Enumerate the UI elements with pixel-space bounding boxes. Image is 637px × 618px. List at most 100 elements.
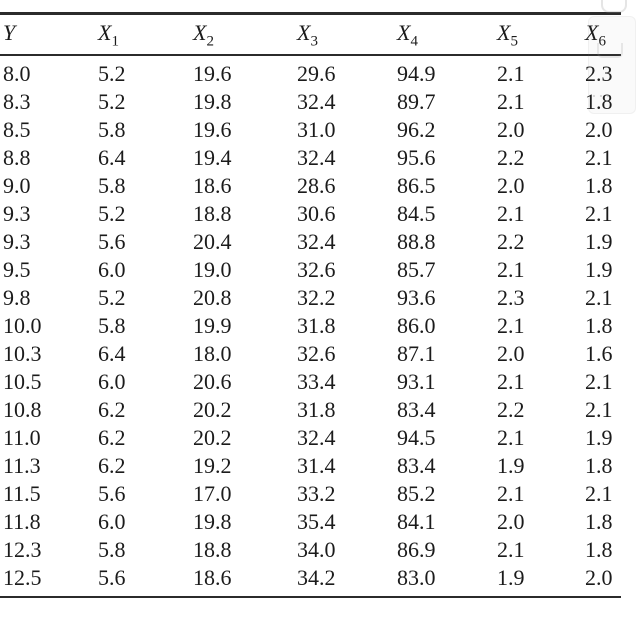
- table-cell: 93.6: [397, 285, 436, 310]
- table-cell: 1.8: [585, 313, 613, 338]
- column-header-label: X: [497, 20, 511, 45]
- table-cell: 86.9: [397, 537, 436, 562]
- table-cell: 83.4: [397, 397, 436, 422]
- column-header-label: X: [397, 20, 411, 45]
- column-header-subscript: 5: [510, 33, 518, 50]
- table-cell: 8.5: [3, 117, 31, 142]
- table-cell: 1.6: [585, 341, 613, 366]
- table-cell: 30.6: [297, 201, 336, 226]
- table-cell: 10.8: [3, 397, 42, 422]
- table-cell: 2.1: [497, 537, 525, 562]
- table-cell: 94.9: [397, 61, 436, 86]
- table-cell: 1.8: [585, 453, 613, 478]
- column-header: X2: [190, 13, 294, 56]
- table-cell: 5.8: [98, 313, 126, 338]
- table-cell: 9.3: [3, 201, 31, 226]
- table-cell: 20.4: [193, 229, 232, 254]
- table-cell: 2.2: [497, 229, 525, 254]
- table-cell: 20.6: [193, 369, 232, 394]
- table-cell: 1.9: [497, 565, 525, 590]
- column-header-subscript: 6: [598, 33, 606, 50]
- table-cell: 2.0: [585, 565, 613, 590]
- table-cell: 2.1: [497, 257, 525, 282]
- table-cell: 33.2: [297, 481, 336, 506]
- table-cell: 6.4: [98, 145, 126, 170]
- column-header: X4: [394, 13, 494, 56]
- table-cell: 11.0: [3, 425, 41, 450]
- overlay-artifact-bubble-top: [601, 0, 627, 13]
- table-cell: 10.0: [3, 313, 42, 338]
- table-cell: 96.2: [397, 117, 436, 142]
- table-cell: 2.1: [585, 201, 613, 226]
- table-row: 9.5 6.0 19.0 32.6 85.7 2.1 1.9: [0, 256, 621, 284]
- table-cell: 29.6: [297, 61, 336, 86]
- table-cell: 9.0: [3, 173, 31, 198]
- column-header-label: X: [98, 20, 112, 45]
- table-cell: 18.8: [193, 537, 232, 562]
- table-cell: 2.2: [497, 145, 525, 170]
- table-cell: 31.8: [297, 397, 336, 422]
- header-row: Y X1 X2 X3 X4 X5 X6: [0, 13, 621, 56]
- table-cell: 2.1: [585, 285, 613, 310]
- table-cell: 18.6: [193, 173, 232, 198]
- column-header-label: X: [193, 20, 207, 45]
- table-cell: 1.9: [585, 229, 613, 254]
- table-row: 11.5 5.6 17.0 33.2 85.2 2.1 2.1: [0, 480, 621, 508]
- table-cell: 85.7: [397, 257, 436, 282]
- table-cell: 31.0: [297, 117, 336, 142]
- table-cell: 2.3: [497, 285, 525, 310]
- table-cell: 5.6: [98, 229, 126, 254]
- table-cell: 11.5: [3, 481, 41, 506]
- table-cell: 28.6: [297, 173, 336, 198]
- column-header-subscript: 1: [111, 33, 119, 50]
- table-cell: 2.2: [497, 397, 525, 422]
- column-header-label: X: [297, 20, 311, 45]
- table-cell: 32.4: [297, 229, 336, 254]
- table-cell: 6.0: [98, 257, 126, 282]
- table-row: 10.3 6.4 18.0 32.6 87.1 2.0 1.6: [0, 340, 621, 368]
- table-cell: 1.8: [585, 537, 613, 562]
- table-row: 8.0 5.2 19.6 29.6 94.9 2.1 2.3: [0, 55, 621, 88]
- table-cell: 8.3: [3, 89, 31, 114]
- table-cell: 18.6: [193, 565, 232, 590]
- table-cell: 94.5: [397, 425, 436, 450]
- table-row: 8.3 5.2 19.8 32.4 89.7 2.1 1.8: [0, 88, 621, 116]
- table-cell: 19.4: [193, 145, 232, 170]
- table-cell: 8.8: [3, 145, 31, 170]
- table-cell: 11.8: [3, 509, 41, 534]
- table-row: 10.5 6.0 20.6 33.4 93.1 2.1 2.1: [0, 368, 621, 396]
- data-table: Y X1 X2 X3 X4 X5 X6 8.0 5.2 19.6 29.6 94.9 2.1 2.3 8.…: [0, 12, 621, 598]
- table-cell: 83.0: [397, 565, 436, 590]
- table-cell: 10.5: [3, 369, 42, 394]
- table-cell: 34.2: [297, 565, 336, 590]
- table-cell: 6.2: [98, 425, 126, 450]
- table-cell: 19.6: [193, 61, 232, 86]
- table-cell: 2.1: [497, 201, 525, 226]
- table-cell: 5.6: [98, 481, 126, 506]
- column-header-subscript: 4: [410, 33, 418, 50]
- table-cell: 2.0: [497, 117, 525, 142]
- table-cell: 2.1: [497, 61, 525, 86]
- table-cell: 88.8: [397, 229, 436, 254]
- table-row: 8.5 5.8 19.6 31.0 96.2 2.0 2.0: [0, 116, 621, 144]
- table-cell: 12.5: [3, 565, 42, 590]
- overlay-artifact-panel: [588, 16, 636, 114]
- table-cell: 5.2: [98, 61, 126, 86]
- table-cell: 2.0: [497, 173, 525, 198]
- table-row: 11.8 6.0 19.8 35.4 84.1 2.0 1.8: [0, 508, 621, 536]
- table-cell: 6.0: [98, 369, 126, 394]
- column-header: X1: [95, 13, 190, 56]
- table-row: 12.3 5.8 18.8 34.0 86.9 2.1 1.8: [0, 536, 621, 564]
- table-cell: 6.2: [98, 397, 126, 422]
- table-cell: 9.5: [3, 257, 31, 282]
- table-header: Y X1 X2 X3 X4 X5 X6: [0, 13, 621, 56]
- table-cell: 1.9: [585, 425, 613, 450]
- table-cell: 2.1: [497, 369, 525, 394]
- table-body: 8.0 5.2 19.6 29.6 94.9 2.1 2.3 8.3 5.2 19.8 32.4 89…: [0, 55, 621, 597]
- table-cell: 5.8: [98, 537, 126, 562]
- table-cell: 17.0: [193, 481, 232, 506]
- table-cell: 18.8: [193, 201, 232, 226]
- table-cell: 1.8: [585, 509, 613, 534]
- table-cell: 5.2: [98, 201, 126, 226]
